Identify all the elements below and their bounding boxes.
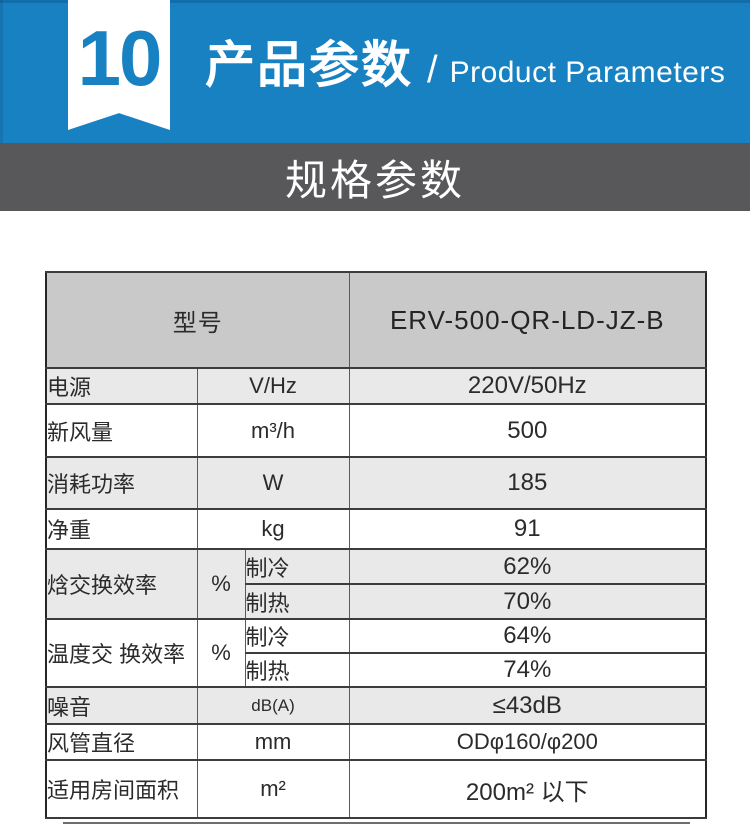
- row-label-cell: 焓交换效率: [45, 548, 198, 620]
- row-unit-cell: %: [196, 618, 246, 688]
- row-value-cell: 62%: [348, 548, 707, 585]
- page-header: 10 产品参数 / Product Parameters: [0, 0, 750, 143]
- table-row-model: 型号 ERV-500-QR-LD-JZ-B: [45, 271, 707, 369]
- row-value-cell: 74%: [348, 652, 707, 688]
- row-unit-cell: mm: [196, 723, 350, 761]
- row-unit-cell: %: [196, 548, 246, 620]
- row-label-cell: 新风量: [45, 403, 198, 458]
- row-mode-cell: 制热: [244, 583, 350, 620]
- row-value-cell: 64%: [348, 618, 707, 654]
- row-label-cell: 温度交 换效率: [45, 618, 198, 688]
- row-value-cell: 200m² 以下: [348, 759, 707, 819]
- page-title-en: Product Parameters: [449, 56, 726, 89]
- table-row-temperature-cooling: 温度交 换效率 % 制冷 64%: [45, 618, 707, 688]
- row-label-cell: 电源: [45, 367, 198, 405]
- row-mode-cell: 制冷: [244, 618, 350, 654]
- table-row-temperature-heating: 制热 74%: [46, 652, 707, 688]
- row-unit-cell: m³/h: [196, 403, 350, 458]
- table-row-room-area: 适用房间面积 m² 200m² 以下: [45, 759, 707, 819]
- table-row-airflow: 新风量 m³/h 500: [45, 403, 707, 458]
- section-number: 10: [77, 14, 163, 102]
- row-mode-cell: 制冷: [244, 548, 350, 585]
- row-label-cell: 噪音: [45, 686, 198, 725]
- row-unit-cell: V/Hz: [196, 367, 350, 405]
- row-unit-cell: dB(A): [196, 686, 350, 725]
- table-row-enthalpy-cooling: 焓交换效率 % 制冷 62%: [45, 548, 707, 620]
- row-mode-cell: 制热: [244, 652, 350, 688]
- row-unit-cell: W: [196, 456, 350, 510]
- row-value-cell: 185: [348, 456, 707, 510]
- row-value-cell: 220V/50Hz: [348, 367, 707, 405]
- table-row-enthalpy-heating: 制热 70%: [46, 583, 707, 620]
- section-number-ribbon: 10: [68, 0, 170, 130]
- page-title: 产品参数 / Product Parameters: [205, 0, 725, 136]
- table-row-duct-diameter: 风管直径 mm ODφ160/φ200: [45, 723, 707, 761]
- table-row-power-consumption: 消耗功率 W 185: [45, 456, 707, 510]
- row-value-cell: ≤43dB: [348, 686, 707, 725]
- page-title-cn: 产品参数: [205, 37, 413, 93]
- row-label-cell: 净重: [45, 508, 198, 550]
- table-row-noise: 噪音 dB(A) ≤43dB: [45, 686, 707, 725]
- row-label-cell: 风管直径: [45, 723, 198, 761]
- row-value-cell: ODφ160/φ200: [348, 723, 707, 761]
- section-title: 规格参数: [284, 156, 465, 204]
- row-value-cell: 500: [348, 403, 707, 458]
- table-row-net-weight: 净重 kg 91: [45, 508, 707, 550]
- model-value-cell: ERV-500-QR-LD-JZ-B: [348, 271, 707, 369]
- spec-table: 型号 ERV-500-QR-LD-JZ-B 电源 V/Hz 220V/50Hz …: [45, 271, 708, 819]
- row-label-cell: 消耗功率: [45, 456, 198, 510]
- section-bar: 规格参数: [0, 143, 750, 211]
- row-value-cell: 70%: [348, 583, 707, 620]
- row-label-cell: 适用房间面积: [45, 759, 198, 819]
- row-unit-cell: m²: [196, 759, 350, 819]
- title-separator-slash: /: [427, 49, 438, 91]
- next-section-divider: [63, 822, 690, 824]
- model-label-cell: 型号: [45, 271, 350, 369]
- row-unit-cell: kg: [196, 508, 350, 550]
- row-value-cell: 91: [348, 508, 707, 550]
- table-row-power: 电源 V/Hz 220V/50Hz: [45, 367, 707, 405]
